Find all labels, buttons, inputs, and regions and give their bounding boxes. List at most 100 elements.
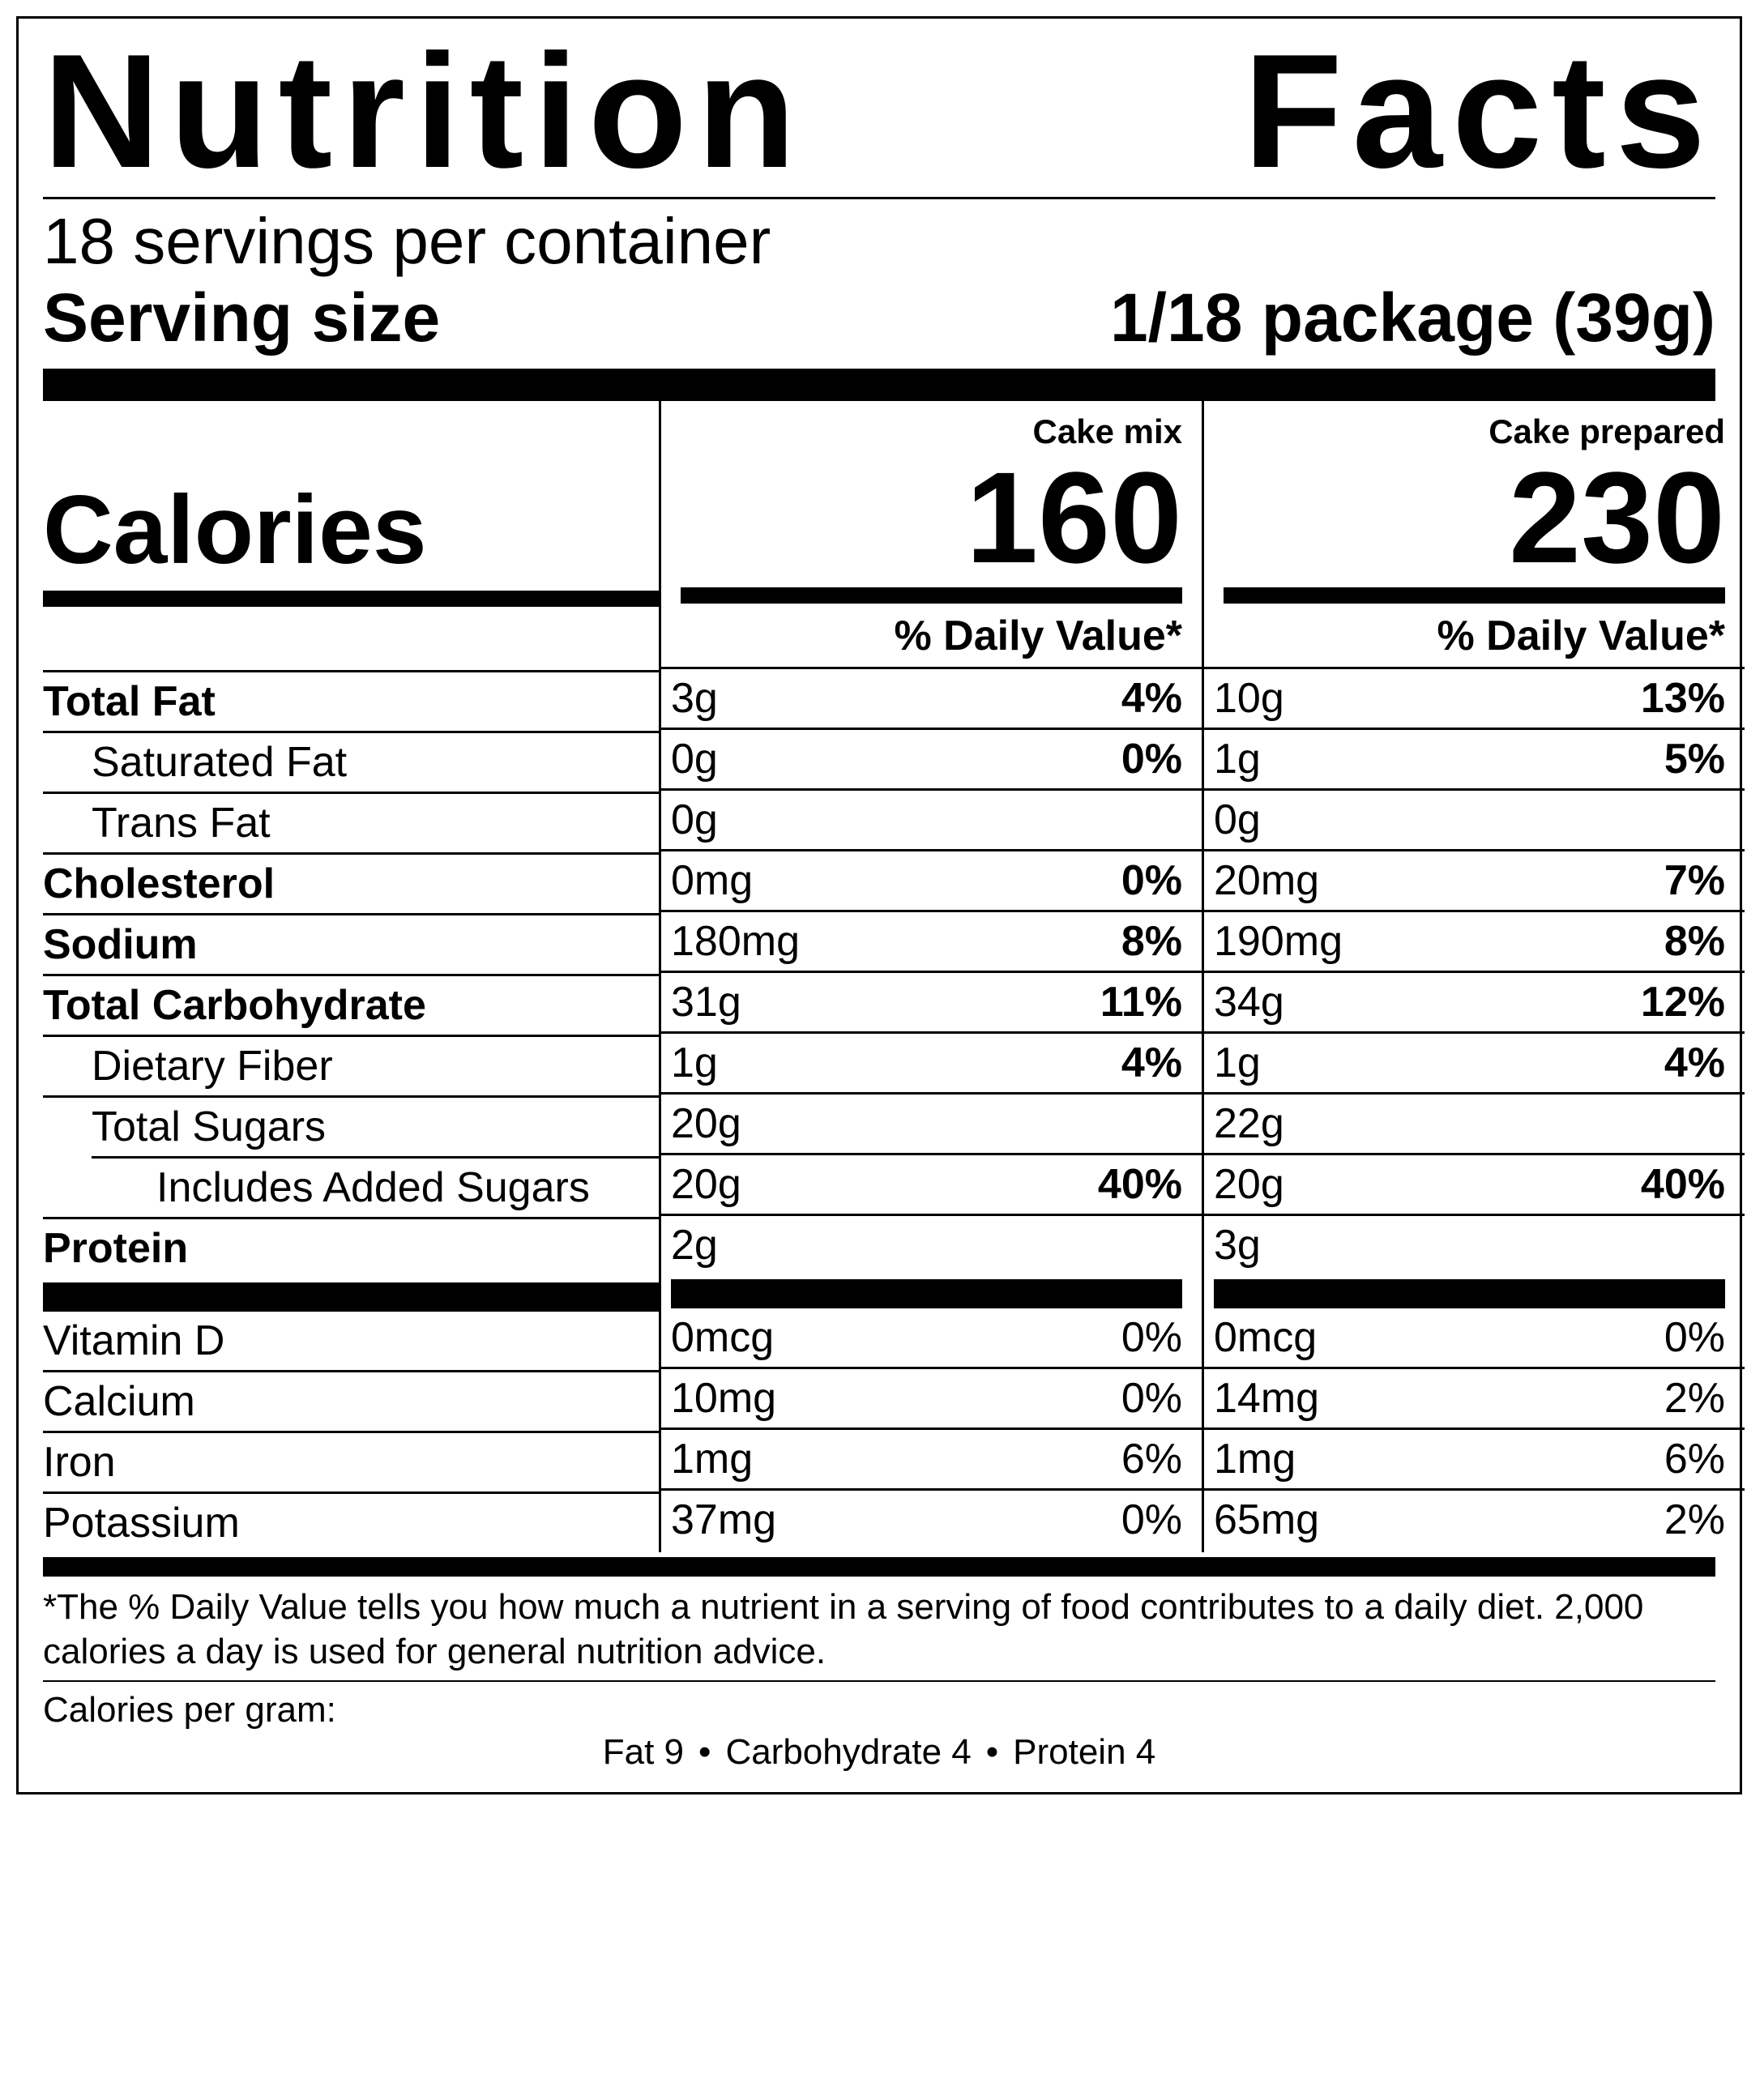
- nutrient-value-row: 34g12%: [1204, 971, 1745, 1031]
- vitamin-divider: [1214, 1279, 1725, 1308]
- vitamin-daily-value: 2%: [1612, 1374, 1725, 1423]
- nutrient-amount: 22g: [1214, 1099, 1284, 1148]
- nutrient-name: Cholesterol: [43, 860, 275, 908]
- vitamin-name: Iron: [43, 1438, 116, 1487]
- cake-prepared-column: Cake prepared 230 % Daily Value* 10g13%1…: [1202, 401, 1745, 1552]
- nutrient-daily-value: [1612, 1221, 1725, 1270]
- vitamin-daily-value: 0%: [1069, 1374, 1182, 1423]
- vitamin-label-row: Potassium: [43, 1491, 659, 1552]
- vitamin-daily-value: 0%: [1069, 1313, 1182, 1362]
- nutrient-daily-value: 40%: [1069, 1160, 1182, 1209]
- nutrient-label-row: Total Fat: [43, 670, 659, 731]
- cake-mix-column: Cake mix 160 % Daily Value* 3g4%0g0%0g0m…: [659, 401, 1202, 1552]
- nutrient-value-row: 10g13%: [1204, 667, 1745, 728]
- nutrient-daily-value: 5%: [1612, 735, 1725, 783]
- nutrient-amount: 180mg: [671, 917, 800, 966]
- nutrient-amount: 1g: [671, 1039, 718, 1087]
- nutrient-value-row: 20g 40%: [661, 1153, 1202, 1214]
- nutrient-daily-value: 40%: [1612, 1160, 1725, 1209]
- nutrient-daily-value: 0%: [1069, 735, 1182, 783]
- nutrient-label-row: Total Carbohydrate: [43, 974, 659, 1035]
- vitamin-name: Vitamin D: [43, 1317, 224, 1365]
- nutrient-value-row: 0g: [1204, 788, 1745, 849]
- nutrient-amount: 0g: [671, 796, 718, 844]
- nutrient-label-row: Trans Fat: [43, 792, 659, 852]
- nutrient-amount: 1g: [1214, 735, 1261, 783]
- nutrient-daily-value: 4%: [1069, 674, 1182, 723]
- serving-size-row: Serving size 1/18 package (39g): [43, 279, 1715, 365]
- vitamin-amount: 1mg: [671, 1435, 753, 1483]
- vitamin-name: Potassium: [43, 1499, 240, 1547]
- nutrient-amount: 0mg: [671, 856, 753, 905]
- nutrient-daily-value: 11%: [1069, 978, 1182, 1026]
- vitamin-amount: 37mg: [671, 1496, 776, 1544]
- vitamin-value-row: 10mg0%: [661, 1367, 1202, 1427]
- vitamin-divider: [43, 1282, 659, 1312]
- nutrient-name: Trans Fat: [43, 799, 271, 847]
- nutrient-amount: 20g: [671, 1160, 741, 1209]
- nutrient-value-row: 1g 5%: [1204, 728, 1745, 788]
- calories-label: Calories: [43, 401, 659, 586]
- nutrient-value-row: 20mg7%: [1204, 849, 1745, 910]
- nutrient-value-row: 2g: [661, 1214, 1202, 1274]
- nutrition-facts-label: Nutrition Facts 18 servings per containe…: [16, 16, 1742, 1794]
- dv-header-prep: % Daily Value*: [1204, 604, 1745, 667]
- bullet-separator: •: [684, 1732, 725, 1772]
- footer-divider: [43, 1557, 1715, 1577]
- nutrient-name: Sodium: [43, 920, 198, 969]
- nutrient-value-row: 0g: [661, 788, 1202, 849]
- nutrient-label-row: Sodium: [43, 913, 659, 974]
- nutrient-label-row: Cholesterol: [43, 852, 659, 913]
- nutrient-name: Includes Added Sugars: [43, 1163, 590, 1212]
- calories-prep: 230: [1204, 453, 1745, 583]
- nutrient-label-row: Includes Added Sugars: [43, 1159, 659, 1217]
- bullet-separator: •: [972, 1732, 1013, 1772]
- nutrient-value-row: 20g: [661, 1092, 1202, 1153]
- dv-header-spacer: [43, 607, 659, 670]
- vitamin-label-row: Calcium: [43, 1370, 659, 1431]
- title: Nutrition Facts: [43, 19, 1715, 199]
- nutrient-amount: 190mg: [1214, 917, 1343, 966]
- vitamin-daily-value: 2%: [1612, 1496, 1725, 1544]
- nutrient-value-row: 3g4%: [661, 667, 1202, 728]
- nutrient-value-row: 3g: [1204, 1214, 1745, 1274]
- nutrient-amount: 0g: [671, 735, 718, 783]
- nutrient-value-row: 20g40%: [1204, 1153, 1745, 1214]
- thick-divider: [43, 369, 1715, 401]
- nutrient-amount: 3g: [1214, 1221, 1261, 1270]
- vitamin-amount: 14mg: [1214, 1374, 1319, 1423]
- vitamin-amount: 65mg: [1214, 1496, 1319, 1544]
- vitamin-amount: 0mcg: [1214, 1313, 1317, 1362]
- nutrient-label-row: Protein: [43, 1217, 659, 1278]
- dv-header-mix: % Daily Value*: [661, 604, 1202, 667]
- nutrient-name: Total Carbohydrate: [43, 981, 426, 1030]
- nutrient-amount: 1g: [1214, 1039, 1261, 1087]
- nutrient-label-row: Dietary Fiber: [43, 1035, 659, 1095]
- med-divider: [681, 587, 1182, 604]
- vitamin-value-row: 0mcg0%: [1204, 1308, 1745, 1367]
- calories-per-gram: Fat 9•Carbohydrate 4•Protein 4: [43, 1732, 1715, 1777]
- nutrient-value-row: 31g11%: [661, 971, 1202, 1031]
- nutrient-amount: 20g: [671, 1099, 741, 1148]
- vitamin-amount: 0mcg: [671, 1313, 774, 1362]
- nutrient-label-row: Total Sugars: [43, 1095, 659, 1156]
- nutrient-daily-value: [1069, 1099, 1182, 1148]
- nutrient-name: Total Sugars: [43, 1103, 326, 1151]
- nutrient-name: Total Fat: [43, 677, 216, 726]
- vitamin-value-row: 37mg0%: [661, 1488, 1202, 1549]
- nutrient-name: Saturated Fat: [43, 738, 347, 787]
- nutrient-value-row: 180mg8%: [661, 910, 1202, 971]
- nutrient-daily-value: 13%: [1612, 674, 1725, 723]
- calories-mix: 160: [661, 453, 1202, 583]
- calories-per-gram-label: Calories per gram:: [43, 1682, 1715, 1732]
- nutrient-amount: 0g: [1214, 796, 1261, 844]
- nutrient-daily-value: 8%: [1612, 917, 1725, 966]
- vitamin-daily-value: 6%: [1069, 1435, 1182, 1483]
- vitamin-label-row: Iron: [43, 1431, 659, 1491]
- med-divider: [1224, 587, 1725, 604]
- vitamin-name: Calcium: [43, 1377, 195, 1426]
- vitamin-daily-value: 6%: [1612, 1435, 1725, 1483]
- label-column: Calories Total Fat Saturated Fat Trans Fat…: [43, 401, 659, 1552]
- nutrient-value-row: 190mg 8%: [1204, 910, 1745, 971]
- serving-size-value: 1/18 package (39g): [1110, 279, 1715, 357]
